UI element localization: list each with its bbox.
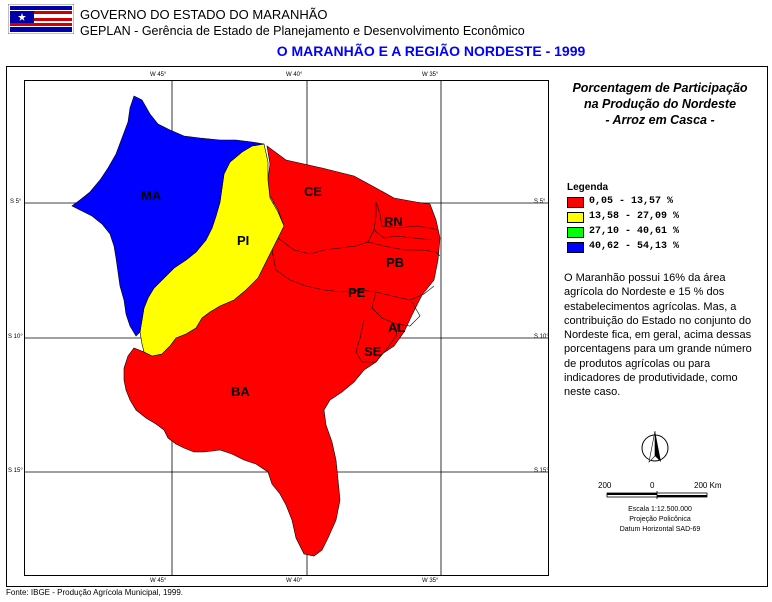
scale-text: Escala 1:12.500.000 bbox=[628, 506, 692, 513]
panel-title-line2: na Produção do Nordeste bbox=[583, 97, 737, 111]
grid-left-s15: S 15° bbox=[8, 468, 23, 474]
grid-left-s10: S 10° bbox=[8, 334, 23, 340]
header-government-name: GOVERNO DO ESTADO DO MARANHÃO bbox=[80, 7, 328, 22]
state-ma bbox=[71, 95, 265, 337]
label-pi: PI bbox=[237, 233, 249, 248]
label-ce: CE bbox=[304, 184, 322, 199]
legend-title: Legenda bbox=[567, 182, 609, 193]
legend-swatch-red bbox=[567, 197, 584, 208]
projection-text: Projeção Policônica bbox=[629, 516, 691, 523]
grid-right-s15: S 15° bbox=[534, 468, 549, 474]
legend-label-4: 40,62 - 54,13 % bbox=[589, 241, 680, 252]
legend-label-2: 13,58 - 27,09 % bbox=[589, 211, 680, 222]
northeast-map: MA PI CE RN PB PE AL SE BA bbox=[24, 80, 549, 576]
header-agency-name: GEPLAN - Gerência de Estado de Planejame… bbox=[80, 24, 525, 38]
grid-right-s5: S 5° bbox=[534, 199, 546, 205]
grid-bottom-w45: W 45° bbox=[150, 578, 167, 584]
label-al: AL bbox=[388, 320, 405, 335]
grid-top-w40: W 40° bbox=[286, 72, 303, 78]
legend-swatch-green bbox=[567, 227, 584, 238]
datum-text: Datum Horizontal SAD-69 bbox=[619, 526, 701, 533]
grid-bottom-w40: W 40° bbox=[286, 578, 303, 584]
grid-left-s5: S 5° bbox=[10, 199, 22, 205]
scale-label-middle: 0 bbox=[650, 481, 655, 490]
label-pb: PB bbox=[386, 255, 404, 270]
outer-frame bbox=[6, 66, 768, 587]
legend-label-3: 27,10 - 40,61 % bbox=[589, 226, 680, 237]
grid-right-s10: S 10° bbox=[534, 334, 549, 340]
grid-bottom-w35: W 35° bbox=[422, 578, 439, 584]
label-pe: PE bbox=[348, 285, 366, 300]
legend-swatch-blue bbox=[567, 242, 584, 253]
label-se: SE bbox=[364, 344, 382, 359]
label-ba: BA bbox=[231, 384, 250, 399]
scale-label-right: 200 Km bbox=[694, 481, 722, 490]
state-borders bbox=[271, 201, 441, 363]
scale-bar bbox=[606, 491, 708, 499]
north-arrow-icon bbox=[641, 430, 669, 463]
legend-swatch-yellow bbox=[567, 212, 584, 223]
info-text: O Maranhão possui 16% da área agrícola d… bbox=[564, 272, 752, 399]
grid-top-w35: W 35° bbox=[422, 72, 439, 78]
panel-title-line3: - Arroz em Casca - bbox=[605, 113, 715, 127]
page-title: O MARANHÃO E A REGIÃO NORDESTE - 1999 bbox=[276, 43, 586, 59]
legend-label-1: 0,05 - 13,57 % bbox=[589, 196, 674, 207]
map-frame bbox=[24, 80, 549, 576]
source-note: Fonte: IBGE - Produção Agrícola Municipa… bbox=[6, 588, 183, 597]
scale-label-left: 200 bbox=[598, 481, 612, 490]
grid-top-w45: W 45° bbox=[150, 72, 167, 78]
label-rn: RN bbox=[384, 214, 403, 229]
panel-title-line1: Porcentagem de Participação bbox=[572, 81, 748, 95]
panel-title: Porcentagem de Participação na Produção … bbox=[555, 80, 765, 128]
government-logo bbox=[7, 3, 75, 35]
label-ma: MA bbox=[141, 188, 162, 203]
